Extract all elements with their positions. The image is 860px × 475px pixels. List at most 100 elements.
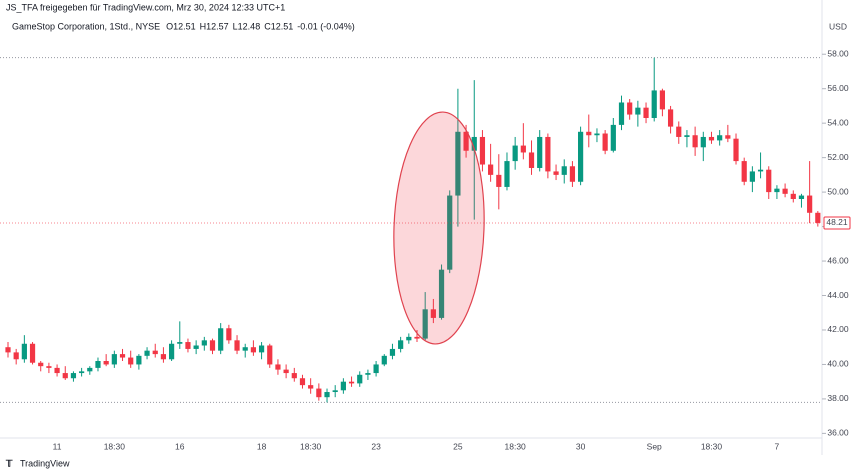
candle-body	[578, 131, 584, 182]
candle-body	[741, 161, 747, 182]
candle-body	[21, 343, 27, 360]
candle-body	[185, 342, 191, 349]
y-tick-label: 42.00	[827, 324, 849, 334]
ohlc-value: 12.48	[238, 21, 261, 31]
y-tick-label: 56.00	[827, 83, 849, 93]
x-tick-label: 11	[53, 441, 62, 451]
candle-body	[152, 350, 158, 355]
candle-body	[602, 133, 608, 151]
candle-body	[651, 90, 657, 118]
candle-body	[528, 152, 535, 168]
ohlc-tag: L	[233, 21, 238, 31]
candle-body	[488, 164, 494, 175]
candle-body	[561, 166, 567, 175]
ohlc-tag: O	[166, 21, 173, 31]
candle-body	[414, 336, 420, 339]
candle-body	[111, 354, 117, 365]
highlight-ellipse	[393, 111, 485, 345]
y-tick-label: 52.00	[827, 152, 849, 162]
candle-body	[348, 381, 355, 384]
candle-body	[365, 373, 371, 375]
candle-body	[299, 378, 306, 386]
x-tick-label: 7	[775, 441, 780, 451]
candle-body	[553, 171, 559, 175]
last-price-label: 48.21	[826, 217, 848, 227]
y-tick-label: 50.00	[827, 186, 849, 196]
candle-body	[586, 131, 592, 136]
candle-body	[79, 371, 85, 374]
candle-body	[733, 138, 739, 162]
candle-body	[201, 340, 207, 346]
candle-body	[258, 345, 265, 353]
candle-body	[54, 367, 60, 374]
candle-body	[807, 195, 813, 213]
candle-body	[275, 364, 281, 370]
candle-body	[659, 90, 665, 110]
candle-body	[332, 390, 338, 393]
ohlc-value: 12.51	[173, 21, 196, 31]
candle-body	[717, 135, 723, 141]
candle-body	[291, 373, 297, 379]
candle-body	[373, 364, 379, 374]
candle-body	[136, 355, 142, 365]
candle-body	[471, 136, 477, 151]
candle-body	[447, 195, 453, 270]
candle-body	[128, 357, 134, 365]
x-tick-label: 18	[257, 441, 267, 451]
logo: 𝕋	[5, 458, 13, 468]
candle-body	[774, 188, 780, 193]
x-tick-label: 25	[453, 441, 463, 451]
candle-body	[504, 161, 510, 187]
ohlc-tag: H	[200, 21, 207, 31]
candle-body	[815, 212, 821, 223]
candle-body	[119, 354, 126, 358]
candle-body	[62, 373, 68, 379]
ohlc-tag: C	[264, 21, 271, 31]
candle-body	[438, 269, 445, 318]
candle-body	[242, 347, 248, 351]
candle-body	[422, 309, 428, 339]
candle-body	[643, 107, 649, 118]
candle-body	[537, 136, 543, 168]
candle-body	[749, 171, 755, 182]
y-tick-label: 38.00	[827, 393, 849, 403]
x-tick-label: 16	[175, 441, 185, 451]
currency: USD	[829, 21, 847, 31]
candle-body	[496, 174, 502, 187]
change: -0.01 (-0.04%)	[297, 21, 355, 31]
candle-body	[283, 369, 289, 374]
candle-body	[757, 169, 764, 172]
candle-body	[676, 126, 682, 137]
last-price-box	[823, 216, 851, 230]
y-tick-label: 58.00	[827, 48, 849, 58]
plot-area	[0, 57, 822, 403]
candle-body	[381, 355, 387, 365]
candle-body	[545, 136, 551, 172]
candle-body	[218, 328, 224, 351]
candle-body	[667, 109, 674, 127]
candle-body	[13, 352, 19, 360]
candle-body	[520, 145, 526, 153]
ohlc-value: 12.57	[206, 21, 229, 31]
y-tick-label: 36.00	[827, 428, 849, 438]
candle-body	[708, 136, 715, 141]
candle-body	[103, 361, 109, 365]
candle-body	[160, 354, 167, 360]
x-tick-label: Sep	[647, 441, 662, 451]
candle-body	[193, 345, 199, 349]
candle-body	[610, 124, 616, 151]
candle-body	[389, 348, 396, 356]
candle-body	[308, 385, 314, 389]
candle-body	[406, 336, 412, 341]
x-tick-label: 30	[576, 441, 586, 451]
candle-body	[5, 347, 11, 353]
candle-body	[463, 131, 469, 151]
candle-body	[594, 133, 600, 136]
candle-body	[790, 193, 796, 199]
candle-body	[29, 343, 36, 363]
candle-body	[144, 350, 150, 356]
candle-body	[177, 342, 183, 344]
candle-body	[627, 102, 633, 115]
